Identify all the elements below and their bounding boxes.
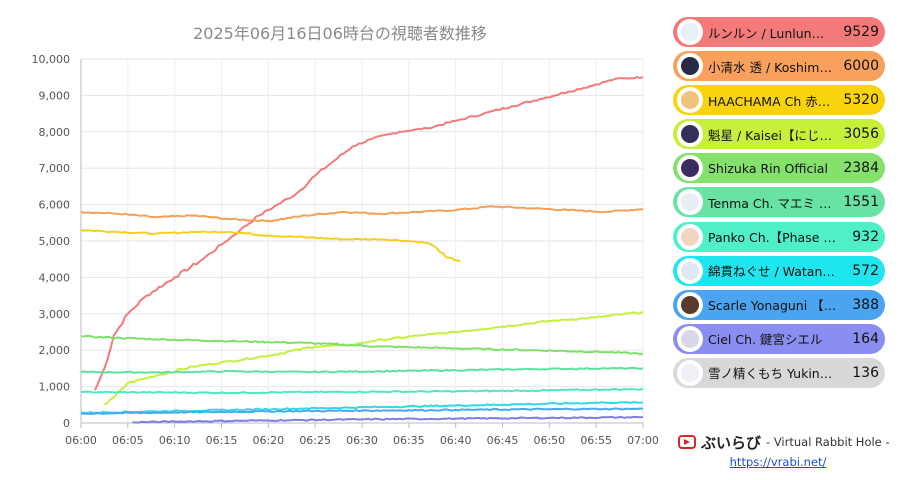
series-line-9	[132, 415, 644, 424]
legend-viewer-count: 5320	[843, 92, 879, 109]
series-line-8	[80, 407, 644, 415]
brand-subtitle: - Virtual Rabbit Hole -	[766, 435, 890, 449]
legend-viewer-count: 3056	[843, 126, 879, 143]
series-line-2	[80, 229, 461, 262]
legend-viewer-count: 2384	[843, 160, 879, 177]
x-tick-label: 06:05	[112, 434, 144, 447]
y-tick-label: 6,000	[39, 199, 71, 212]
brand-footer: ぶいらび - Virtual Rabbit Hole - https://vra…	[678, 432, 893, 472]
series-line-4	[80, 334, 644, 356]
avatar-icon	[677, 325, 703, 352]
avatar-icon	[677, 223, 703, 250]
avatar-icon	[677, 257, 703, 284]
legend-item[interactable]: Tenma Ch. マエミ … 1551	[673, 187, 885, 218]
avatar-icon	[677, 291, 703, 318]
legend-channel-name: HAACHAMA Ch 赤…	[708, 93, 831, 109]
legend-item[interactable]: Shizuka Rin Official 2384	[673, 153, 885, 184]
avatar-icon	[677, 155, 703, 182]
legend-channel-name: 綿貫ねぐせ / Watan…	[708, 264, 835, 280]
legend-viewer-count: 388	[852, 296, 879, 313]
y-tick-label: 4,000	[39, 271, 71, 284]
avatar-icon	[677, 53, 703, 80]
legend-item[interactable]: ルンルン / Lunlun… 9529	[673, 17, 885, 47]
legend-viewer-count: 164	[852, 330, 879, 347]
legend-channel-name: 魁星 / Kaisei【にじ…	[708, 127, 832, 143]
x-tick-label: 06:25	[299, 434, 331, 447]
avatar-icon	[677, 87, 703, 114]
legend-channel-name: 雪ノ精くもち Yukin…	[708, 366, 833, 382]
x-tick-label: 06:15	[206, 434, 238, 447]
y-tick-label: 1,000	[39, 381, 71, 394]
series-line-7	[80, 401, 643, 414]
brand-row: ぶいらび - Virtual Rabbit Hole -	[678, 432, 893, 452]
series-line-5	[80, 366, 644, 374]
legend: ルンルン / Lunlun… 9529 小清水 透 / Koshim… 6000 HAA…	[673, 17, 885, 392]
legend-item[interactable]: Panko Ch.【Phase … 932	[673, 221, 885, 252]
avatar-icon	[677, 359, 703, 386]
brand-link[interactable]: https://vrabi.net/	[729, 455, 827, 469]
x-tick-label: 06:00	[65, 434, 97, 447]
x-tick-label: 06:45	[487, 434, 519, 447]
legend-viewer-count: 572	[852, 262, 879, 279]
series-line-1	[80, 205, 644, 223]
x-tick-label: 06:20	[252, 434, 284, 447]
legend-channel-name: Panko Ch.【Phase …	[708, 230, 836, 246]
avatar-icon	[677, 121, 703, 148]
play-logo-icon	[678, 435, 696, 449]
legend-viewer-count: 932	[852, 228, 879, 245]
legend-viewer-count: 6000	[843, 58, 879, 75]
legend-item[interactable]: Ciel Ch. 鍵宮シエル 164	[673, 323, 885, 354]
legend-item[interactable]: 雪ノ精くもち Yukin… 136	[673, 357, 885, 388]
x-tick-label: 06:35	[393, 434, 425, 447]
legend-item[interactable]: 魁星 / Kaisei【にじ… 3056	[673, 119, 885, 150]
legend-item[interactable]: HAACHAMA Ch 赤… 5320	[673, 85, 885, 116]
legend-channel-name: Ciel Ch. 鍵宮シエル	[708, 332, 823, 348]
x-tick-label: 06:30	[346, 434, 378, 447]
avatar-icon	[677, 189, 703, 216]
x-tick-label: 06:40	[440, 434, 472, 447]
series-line-6	[80, 388, 644, 395]
chart-area: 2025年06月16日06時台の視聴者数推移 0 1,000 2,000 3,000 4…	[32, 24, 659, 447]
legend-channel-name: 小清水 透 / Koshim…	[708, 59, 832, 75]
legend-item[interactable]: Scarle Yonaguni 【… 388	[673, 289, 885, 320]
series-line-0	[94, 76, 644, 391]
x-tick-label: 06:10	[159, 434, 191, 447]
legend-viewer-count: 9529	[843, 24, 879, 40]
legend-item[interactable]: 綿貫ねぐせ / Watan… 572	[673, 255, 885, 286]
series-line-3	[103, 311, 644, 406]
y-tick-label: 9,000	[39, 89, 71, 102]
brand-name: ぶいらび	[701, 433, 762, 452]
x-tick-label: 06:55	[580, 434, 612, 447]
avatar-icon	[677, 19, 703, 45]
legend-viewer-count: 136	[852, 364, 879, 381]
legend-channel-name: Shizuka Rin Official	[708, 160, 828, 176]
y-tick-label: 8,000	[39, 126, 71, 139]
chart-title: 2025年06月16日06時台の視聴者数推移	[193, 24, 487, 43]
legend-channel-name: ルンルン / Lunlun…	[708, 25, 825, 41]
legend-channel-name: Scarle Yonaguni 【…	[708, 298, 837, 314]
y-tick-label: 0	[63, 417, 70, 430]
y-tick-label: 7,000	[39, 162, 71, 175]
line-chart: 0 1,000 2,000 3,000 4,000 5,000 6,000 7,000 8,00…	[32, 53, 659, 447]
y-tick-label: 3,000	[39, 308, 71, 321]
y-tick-label: 2,000	[39, 344, 71, 357]
legend-item[interactable]: 小清水 透 / Koshim… 6000	[673, 51, 885, 82]
legend-viewer-count: 1551	[843, 194, 879, 211]
y-tick-label: 10,000	[32, 53, 71, 66]
y-tick-label: 5,000	[39, 235, 71, 248]
legend-channel-name: Tenma Ch. マエミ …	[708, 195, 832, 211]
x-tick-label: 06:50	[533, 434, 565, 447]
x-tick-label: 07:00	[627, 434, 659, 447]
